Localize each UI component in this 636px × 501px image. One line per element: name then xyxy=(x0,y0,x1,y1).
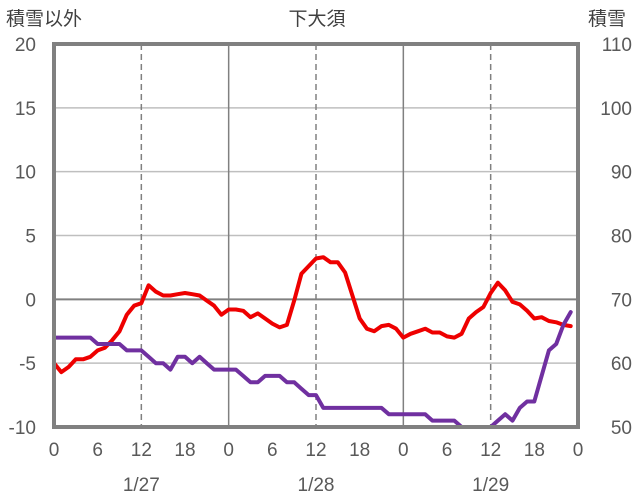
right-tick-label: 50 xyxy=(611,418,632,439)
right-ticks: 110 100 90 80 70 60 50 xyxy=(600,35,632,439)
date-labels: 1/27 1/28 1/29 xyxy=(123,475,509,496)
x-tick-label: 18 xyxy=(349,440,370,461)
date-label: 1/28 xyxy=(298,475,335,496)
date-label: 1/29 xyxy=(472,475,509,496)
temperature-line xyxy=(52,255,573,375)
x-tick-label: 0 xyxy=(49,440,60,461)
x-tick-label: 6 xyxy=(92,440,103,461)
x-tick-label: 0 xyxy=(573,440,584,461)
right-tick-label: 110 xyxy=(602,35,632,56)
right-tick-label: 100 xyxy=(600,99,632,120)
x-tick-label: 6 xyxy=(442,440,453,461)
date-label: 1/27 xyxy=(123,475,160,496)
left-tick-label: 5 xyxy=(25,227,36,248)
grid xyxy=(54,44,578,427)
right-tick-label: 90 xyxy=(611,163,632,184)
x-tick-label: 0 xyxy=(398,440,409,461)
left-tick-label: 20 xyxy=(15,35,36,56)
right-tick-label: 60 xyxy=(611,354,632,375)
left-tick-label: 0 xyxy=(25,290,36,311)
right-tick-label: 80 xyxy=(611,227,632,248)
x-tick-label: 12 xyxy=(480,440,501,461)
x-tick-label: 12 xyxy=(131,440,152,461)
x-tick-label: 12 xyxy=(305,440,326,461)
x-tick-label: 18 xyxy=(174,440,195,461)
left-axis-label: 積雪以外 xyxy=(6,8,82,30)
right-tick-label: 70 xyxy=(611,290,632,311)
x-tick-label: 18 xyxy=(524,440,545,461)
left-ticks: 20 15 10 5 0 -5 -10 xyxy=(9,35,36,439)
left-tick-label: -5 xyxy=(19,354,36,375)
left-tick-label: -10 xyxy=(9,418,36,439)
series-group xyxy=(52,255,573,429)
snow-depth-line xyxy=(52,310,573,429)
chart-title: 下大須 xyxy=(288,8,345,30)
left-tick-label: 10 xyxy=(15,163,36,184)
plot-frame xyxy=(52,42,580,429)
x-tick-label: 6 xyxy=(267,440,278,461)
x-tick-label: 0 xyxy=(223,440,234,461)
x-ticks: 0 6 12 18 0 6 12 18 0 6 12 18 0 xyxy=(49,440,584,461)
right-axis-label: 積雪 xyxy=(588,8,626,30)
left-tick-label: 15 xyxy=(15,99,36,120)
